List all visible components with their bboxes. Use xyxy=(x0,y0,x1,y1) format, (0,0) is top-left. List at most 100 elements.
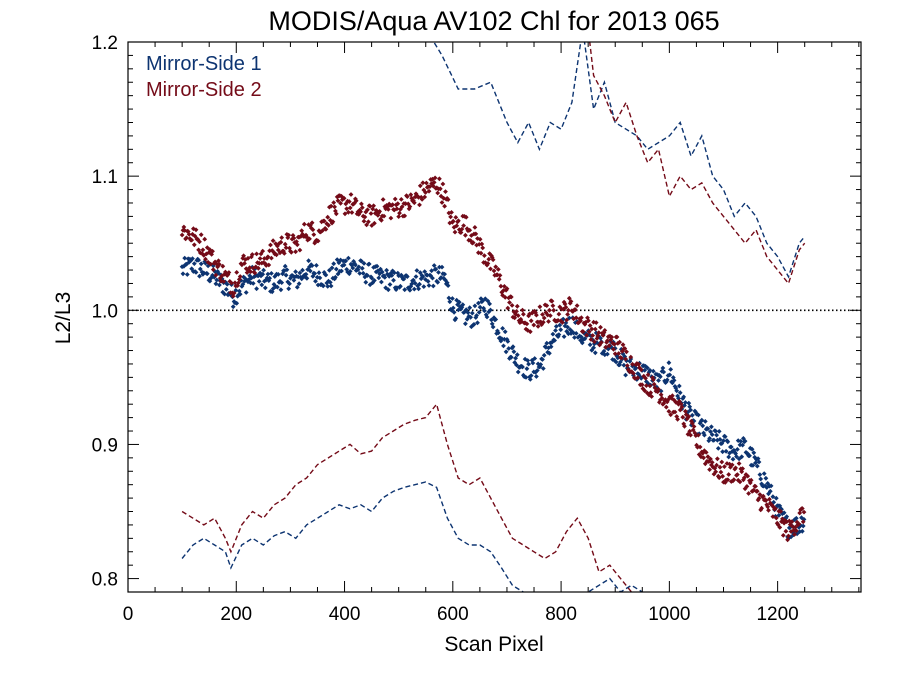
series-1-point xyxy=(385,287,391,293)
series-2-point xyxy=(299,228,305,234)
series-2-point xyxy=(547,307,552,313)
series-2-point xyxy=(482,253,487,258)
series-1-point xyxy=(513,355,518,361)
series-1-point xyxy=(582,336,588,342)
series-1-point xyxy=(701,430,706,436)
series-2-point xyxy=(703,450,709,455)
series-2-point xyxy=(197,239,202,245)
series-2-point xyxy=(796,521,802,527)
series-2-point xyxy=(257,256,263,261)
series-1-point xyxy=(398,283,403,289)
series-2-point xyxy=(281,248,286,254)
series-2-point xyxy=(443,189,448,194)
series-1-point xyxy=(702,432,707,438)
series-1-point xyxy=(675,393,680,399)
y-tick-label: 1.2 xyxy=(92,33,118,54)
series-1-point xyxy=(541,352,547,358)
series-1-point xyxy=(211,274,217,280)
series-1-point xyxy=(601,348,607,354)
series-1-point xyxy=(437,264,442,270)
series-2-point xyxy=(597,342,602,348)
series-2-point xyxy=(760,493,766,499)
series-2-point xyxy=(431,180,437,185)
series-1-point xyxy=(447,299,453,305)
series-2-point xyxy=(716,475,722,481)
series-1-point xyxy=(269,271,274,276)
series-2-point xyxy=(182,228,188,233)
series-1-point xyxy=(505,339,511,344)
series-2-point xyxy=(265,254,271,260)
series-2-point xyxy=(602,328,608,333)
series-1-point xyxy=(279,280,285,285)
series-2-point xyxy=(565,312,570,317)
series-2-point xyxy=(573,315,579,321)
series-1-point xyxy=(379,279,384,285)
series-1-point xyxy=(387,282,393,287)
series-2-point xyxy=(793,524,798,530)
series-2-point xyxy=(659,395,665,401)
series-2-point xyxy=(697,444,703,450)
series-2-point xyxy=(478,250,484,256)
series-2-point xyxy=(279,235,285,240)
series-2-point xyxy=(325,214,331,220)
series-1-lower-bound-line xyxy=(181,481,644,592)
series-1-point xyxy=(275,284,280,290)
series-2-point xyxy=(515,313,521,318)
series-1-point xyxy=(552,338,557,343)
series-2-point xyxy=(620,342,626,348)
series-2-point xyxy=(402,213,408,219)
series-2-point xyxy=(630,361,635,367)
series-1-point xyxy=(294,284,300,290)
series-2-point xyxy=(599,340,604,345)
series-2-point xyxy=(262,256,267,261)
series-1-point xyxy=(538,362,544,367)
series-2-point xyxy=(210,248,215,254)
series-2-point xyxy=(493,264,499,270)
series-2-point xyxy=(450,218,456,224)
series-2-point xyxy=(243,257,248,262)
series-1-point xyxy=(705,426,711,432)
series-1-point xyxy=(511,349,517,355)
series-2-point xyxy=(556,311,562,317)
series-2-point xyxy=(417,183,423,189)
series-1-point xyxy=(473,315,479,320)
series-1-point xyxy=(676,383,682,389)
series-1-point xyxy=(469,310,475,316)
series-1-point xyxy=(680,396,686,401)
series-2-point xyxy=(290,233,296,238)
series-1-point xyxy=(356,264,362,270)
series-1-point xyxy=(682,403,687,408)
series-1-point xyxy=(592,350,598,356)
series-1-point xyxy=(514,352,520,358)
series-1-points xyxy=(179,255,807,541)
series-2-point xyxy=(268,242,273,248)
series-2-point xyxy=(226,270,232,275)
series-2-point xyxy=(507,300,512,305)
series-1-point xyxy=(339,268,344,274)
series-2-point xyxy=(520,307,525,313)
series-1-point xyxy=(291,277,297,283)
series-1-point xyxy=(754,463,760,469)
series-1-point xyxy=(430,283,436,289)
series-2-point xyxy=(390,202,395,208)
series-1-point xyxy=(334,257,340,262)
series-1-point xyxy=(184,272,190,277)
series-1-point xyxy=(621,362,627,368)
series-2-upper-bound-line xyxy=(589,42,806,285)
series-2-point xyxy=(675,416,680,422)
series-2-point xyxy=(278,239,284,245)
series-1-point xyxy=(296,281,302,287)
series-2-point xyxy=(622,346,628,351)
series-1-point xyxy=(300,267,305,273)
series-2-point xyxy=(221,279,227,284)
series-2-point xyxy=(488,266,493,272)
series-1-point xyxy=(530,360,536,366)
series-1-point xyxy=(477,304,483,310)
series-2-point xyxy=(528,318,534,324)
series-1-point xyxy=(324,280,330,286)
series-2-point xyxy=(475,236,480,241)
series-2-point xyxy=(592,339,597,345)
series-2-point xyxy=(754,488,760,494)
series-2-point xyxy=(683,408,688,414)
